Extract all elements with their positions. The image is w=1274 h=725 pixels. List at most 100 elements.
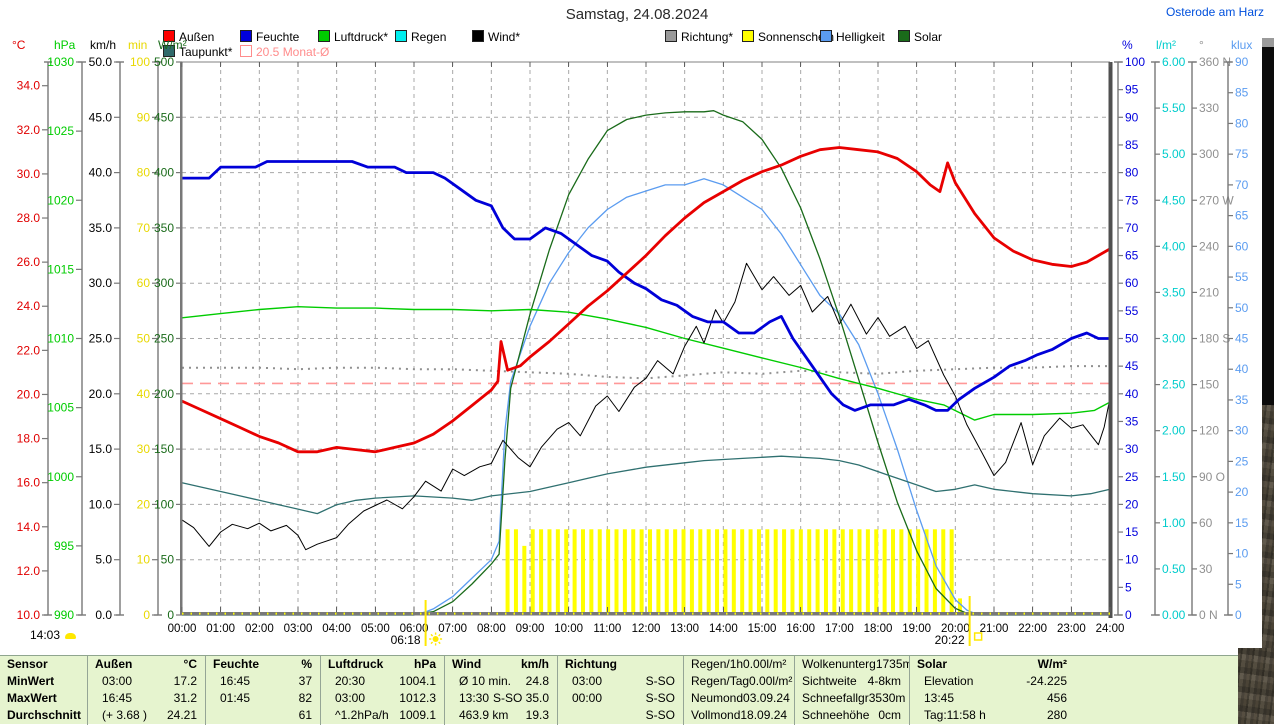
tick-label: 20 [1235,485,1249,499]
hour-label: 14:00 [709,623,738,635]
tick-label: 50 [137,332,151,346]
tick-label: 1000 [47,470,74,484]
tick-label: 15.0 [89,442,113,456]
table-filler [1075,656,1238,725]
legend-item-wind-[interactable]: Wind* [472,30,520,44]
legend-label: Luftdruck* [334,30,389,44]
table-cell-label: Schneefallgr [802,691,869,705]
legend-label: Außen [179,30,215,44]
tick-label: 150 [154,442,174,456]
tick-label: 50 [1235,301,1249,315]
table-header: Außen [95,657,133,671]
hour-label: 22:00 [1018,623,1047,635]
tick-label: 0 N [1199,608,1218,622]
tick-label: 10 [137,553,151,567]
legend-label: Regen [411,30,447,44]
tick-label: 10.0 [89,497,113,511]
table-col-solar: Solar W/m² Elevation -24.225 13:45 456 Tag:11:… [910,656,1075,725]
table-cell-value: 61 [298,708,312,722]
tick-label: 90 O [1199,470,1225,484]
tick-label: 210 [1199,285,1219,299]
table-cell-value: 0cm [878,708,901,722]
table-header: Solar [917,657,948,671]
tick-label: 75 [1125,193,1139,207]
hour-label: 05:00 [361,623,390,635]
table-cell-label: 13:30 [459,691,490,705]
tick-label: 45 [1235,332,1249,346]
legend-item-helligkeit[interactable]: Helligkeit [820,30,885,44]
legend-item-taupunkt-[interactable]: Taupunkt* [163,45,232,59]
hour-label: 15:00 [748,623,777,635]
tick-label: 75 [1235,147,1249,161]
tick-label: 450 [154,110,174,124]
tick-label: 20 [137,497,151,511]
tick-label: 5.50 [1162,101,1186,115]
desktop-background-sliver [1238,648,1274,724]
table-cell-label: 00:00 [572,691,603,705]
temperature-curve [181,146,1111,454]
table-cell-label: Neumond [691,691,744,705]
axis-unit-W/m²: W/m² [158,38,187,52]
dewpoint-curve [181,455,1111,515]
tick-label: 990 [54,608,74,622]
legend-item-luftdruck-[interactable]: Luftdruck* [318,30,389,44]
legend-swatch [472,30,484,42]
legend-item-regen[interactable]: Regen [395,30,447,44]
tick-label: 22.0 [17,343,41,357]
legend-item-au-en[interactable]: Außen [163,30,215,44]
legend-item-sonnenschein[interactable]: Sonnenschein [742,30,834,44]
tick-label: 20 [1125,497,1139,511]
tick-label: 0.0 [95,608,112,622]
hour-label: 07:00 [438,623,467,635]
tick-label: 40 [137,387,151,401]
tick-label: 90 [137,110,151,124]
tick-label: 300 [1199,147,1219,161]
table-cell-label: Regen/Tag [691,674,750,688]
table-cell-label: 01:45 [220,691,251,705]
desktop-background-sliver [1262,405,1274,724]
table-cell-label: 03:00 [102,674,133,688]
table-cell-label: Tag:11:58 h [924,708,986,722]
tick-label: 45.0 [89,110,113,124]
legend-item-richtung-[interactable]: Richtung* [665,30,733,44]
axis-km/h: 50.0 45.0 40.0 35.0 30.0 25.0 20.0 15.0 10.0 5.0 0… [89,55,124,622]
legend-item-20-5-monat-[interactable]: 20.5 Monat-Ø [240,45,329,59]
tick-label: 70 [1235,178,1249,192]
tick-label: 60 [1125,276,1139,290]
tick-label: 2.50 [1162,378,1186,392]
tick-label: 35 [1125,414,1139,428]
tick-label: 200 [154,387,174,401]
hour-label: 18:00 [864,623,893,635]
tick-label: 26.0 [17,255,41,269]
tick-label: 60 [1199,516,1213,530]
axis-hPa: 1030 1025 1020 1015 1010 1005 1000 995 990 [47,55,86,622]
table-cell-value: 24.8 [525,674,549,688]
gridlines [182,62,1110,615]
station-link[interactable]: Osterode am Harz [1165,5,1264,19]
tick-label: 34.0 [17,79,41,93]
tick-label: 32.0 [17,123,41,137]
table-header: Feuchte [213,657,260,671]
legend-item-feuchte[interactable]: Feuchte [240,30,299,44]
tick-label: 100 [154,497,174,511]
table-cell-label: ^1.2hPa/h [335,708,389,722]
table-cell-value: 280 [1046,708,1067,722]
table-col-sensor: Sensor MinWert MaxWert Durchschnitt [0,656,88,725]
tick-label: 500 [154,55,174,69]
axis-unit-%: % [1122,38,1133,52]
hour-label: 03:00 [284,623,313,635]
table-cell-value: S-SO [645,708,675,722]
axis-°C: 34.0 32.0 30.0 28.0 26.0 24.0 22.0 20.0 18.0 16.0… [17,61,52,622]
tick-label: 1005 [47,401,74,415]
hour-label: 13:00 [670,623,699,635]
tick-label: 4.50 [1162,193,1186,207]
tick-label: 90 [1235,55,1249,69]
table-header-unit: 1735m [875,657,909,671]
hour-label: 00:00 [168,623,197,635]
tick-label: 0 [167,608,174,622]
legend-item-solar[interactable]: Solar [898,30,942,44]
legend-swatch [318,30,330,42]
table-cell-value: 24.21 [166,708,197,722]
tick-label: 10.0 [17,608,41,622]
